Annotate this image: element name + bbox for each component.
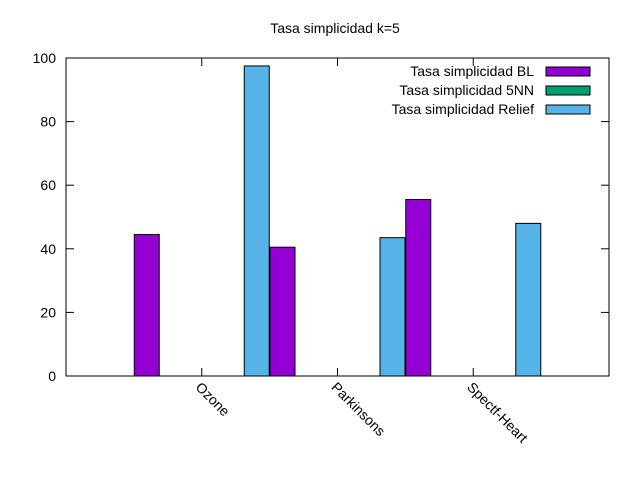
y-tick-label: 80 [40,114,56,130]
y-tick-label: 20 [40,304,56,320]
legend-label: Tasa simplicidad 5NN [399,82,534,98]
bar-spectf-heart-series-0 [405,199,432,377]
y-tick-label: 40 [40,241,56,257]
x-tick-label: Spectf-Heart [464,379,531,446]
x-tick-label: Parkinsons [328,379,388,439]
legend-label: Tasa simplicidad Relief [392,101,535,117]
bar-spectf-heart-series-2 [515,222,542,377]
y-tick-label: 60 [40,177,56,193]
legend-swatch [545,66,591,77]
bar-parkinsons-series-0 [269,246,296,377]
legend-label: Tasa simplicidad BL [410,63,534,79]
bar-parkinsons-series-2 [379,237,406,377]
legend: Tasa simplicidad BL Tasa simplicidad 5NN T… [392,63,591,117]
legend-swatch [545,104,591,115]
bar-ozone-series-2 [243,65,270,377]
y-tick-label: 0 [48,368,56,384]
chart-title: Tasa simplicidad k=5 [270,20,400,36]
x-tick-label: Ozone [193,379,234,420]
y-tick-label: 100 [33,50,57,66]
bar-ozone-series-0 [133,233,160,377]
legend-swatch [545,85,591,96]
